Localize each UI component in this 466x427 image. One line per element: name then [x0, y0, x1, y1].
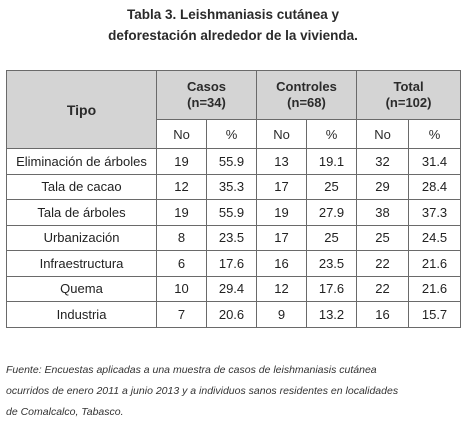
table-cell: 22: [356, 275, 410, 302]
table-cell: 25: [305, 224, 358, 251]
table-title-line2: deforestación alrededor de la vivienda.: [108, 28, 358, 43]
footnote-line: de Comalcalco, Tabasco.: [6, 406, 124, 418]
subheader-cell: No: [356, 119, 410, 149]
row-tipo: Quema: [6, 275, 157, 302]
table-cell: 35.3: [206, 173, 257, 200]
table-cell: 17.6: [305, 275, 358, 302]
subheader-cell: %: [408, 119, 462, 149]
table-cell: 17: [256, 173, 307, 200]
header-group-n: (n=34): [187, 95, 226, 110]
table-cell: 25: [356, 224, 410, 251]
table-cell: 19: [156, 199, 207, 226]
header-row-sub: No % No % No %: [7, 119, 462, 149]
header-group-casos: Casos (n=34): [156, 70, 257, 120]
header-tipo: Tipo: [6, 70, 157, 149]
table-cell: 37.3: [408, 199, 462, 226]
subheader-cell: No: [256, 119, 307, 149]
subheader-cell: No: [156, 119, 207, 149]
table-cell: 32: [356, 148, 410, 175]
subheader-cell: %: [206, 119, 257, 149]
table-title-line1: Tabla 3. Leishmaniasis cutánea y: [126, 7, 340, 22]
header-group-n: (n=68): [287, 95, 326, 110]
table-cell: 38: [356, 199, 410, 226]
data-table: Tipo Casos (n=34) Controles (n=68) Total…: [6, 70, 462, 328]
table-cell: 7: [156, 301, 207, 328]
table-cell: 19: [256, 199, 307, 226]
table-cell: 24.5: [408, 224, 462, 251]
table-cell: 6: [156, 250, 207, 277]
table-row: Quema 10 29.4 12 17.6 22 21.6: [6, 275, 462, 302]
header-group-total: Total (n=102): [356, 70, 462, 120]
table-cell: 12: [156, 173, 207, 200]
table-cell: 20.6: [206, 301, 257, 328]
header-group-controles: Controles (n=68): [255, 70, 358, 120]
table-row: Industria 7 20.6 9 13.2 16 15.7: [6, 301, 462, 328]
table-row: Eliminación de árboles 19 55.9 13 19.1 32 31.4: [6, 148, 462, 175]
table-cell: 17.6: [206, 250, 257, 277]
table-row: Urbanización 8 23.5 17 25 25 24.5: [6, 224, 462, 251]
row-tipo: Industria: [6, 301, 157, 328]
header-row-groups: Tipo Casos (n=34) Controles (n=68) Total…: [6, 70, 462, 149]
table-cell: 23.5: [206, 224, 257, 251]
table-cell: 31.4: [408, 148, 462, 175]
table-cell: 55.9: [206, 148, 257, 175]
table-row: Tala de árboles 19 55.9 19 27.9 38 37.3: [6, 199, 462, 226]
table-cell: 22: [356, 250, 410, 277]
table-cell: 13: [256, 148, 307, 175]
footnote-line: Fuente: Encuestas aplicadas a una muestr…: [6, 364, 377, 376]
table-cell: 23.5: [305, 250, 358, 277]
table-cell: 55.9: [206, 199, 257, 226]
table-cell: 16: [356, 301, 410, 328]
header-group-label: Controles: [276, 79, 337, 94]
header-group-label: Total: [393, 79, 424, 94]
table-cell: 12: [256, 275, 307, 302]
table-cell: 10: [156, 275, 207, 302]
table-cell: 16: [256, 250, 307, 277]
table-cell: 27.9: [305, 199, 358, 226]
table-cell: 21.6: [408, 275, 462, 302]
table-cell: 25: [305, 173, 358, 200]
table-cell: 13.2: [305, 301, 358, 328]
table-row: Infraestructura 6 17.6 16 23.5 22 21.6: [6, 250, 462, 277]
table-cell: 17: [256, 224, 307, 251]
source-footnote: Fuente: Encuestas aplicadas a una muestr…: [6, 360, 464, 423]
table-title: Tabla 3. Leishmaniasis cutánea y defores…: [0, 4, 466, 46]
row-tipo: Urbanización: [6, 224, 157, 251]
table-cell: 8: [156, 224, 207, 251]
table-cell: 28.4: [408, 173, 462, 200]
row-tipo: Tala de cacao: [6, 173, 157, 200]
header-group-label: Casos: [186, 79, 227, 94]
footnote-line: ocurridos de enero 2011 a junio 2013 y a…: [6, 385, 399, 397]
row-tipo: Tala de árboles: [6, 199, 157, 226]
table-cell: 19.1: [305, 148, 358, 175]
header-group-n: (n=102): [385, 95, 432, 110]
table-cell: 29.4: [206, 275, 257, 302]
table-cell: 19: [156, 148, 207, 175]
subheader-cell: %: [305, 119, 358, 149]
row-tipo: Eliminación de árboles: [6, 148, 157, 175]
table-cell: 9: [256, 301, 307, 328]
table-row: Tala de cacao 12 35.3 17 25 29 28.4: [6, 173, 462, 200]
table-cell: 29: [356, 173, 410, 200]
row-tipo: Infraestructura: [6, 250, 157, 277]
table-cell: 21.6: [408, 250, 462, 277]
table-body: Eliminación de árboles 19 55.9 13 19.1 32 31.4…: [6, 148, 462, 328]
table-cell: 15.7: [408, 301, 462, 328]
